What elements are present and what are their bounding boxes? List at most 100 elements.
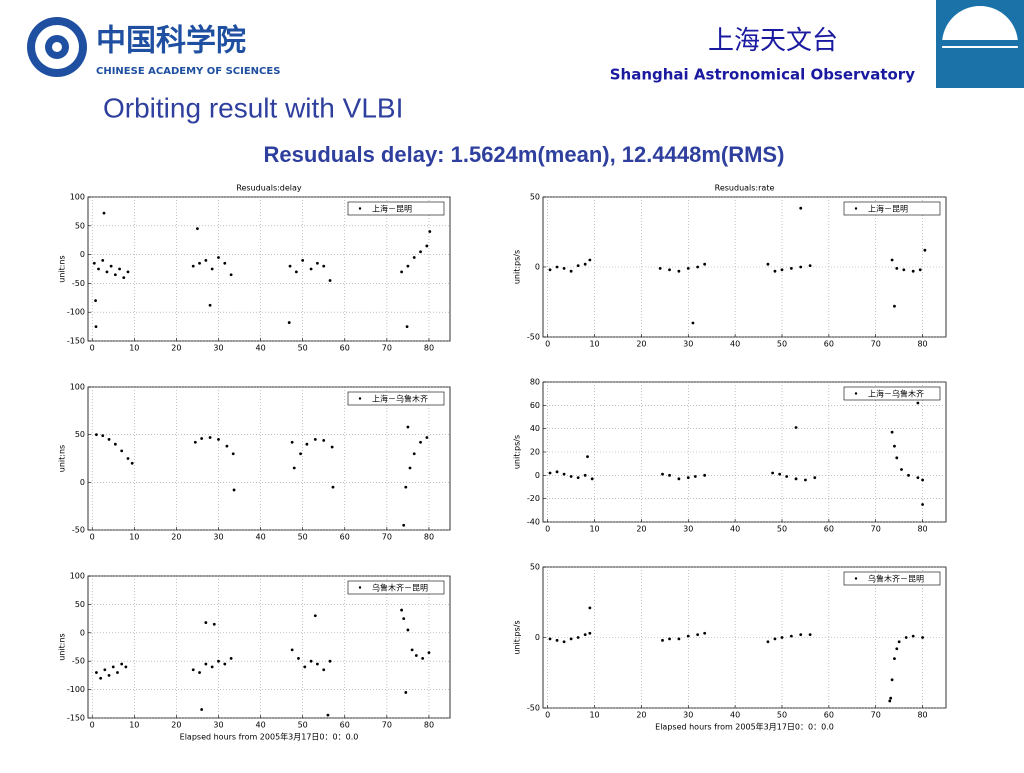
data-point [313, 614, 317, 618]
data-point [696, 265, 700, 269]
x-tick-label: 80 [917, 711, 927, 720]
data-point [890, 678, 894, 682]
y-tick-label: 50 [530, 563, 540, 572]
x-tick-label: 60 [824, 340, 834, 349]
y-axis-label: unit:ns [58, 633, 67, 660]
x-tick-label: 30 [683, 525, 693, 534]
data-point [794, 477, 798, 481]
y-tick-label: 0 [535, 263, 540, 272]
data-point [326, 713, 330, 717]
x-tick-label: 30 [213, 344, 223, 353]
data-point [102, 211, 106, 215]
x-tick-label: 50 [298, 721, 308, 730]
data-point [661, 472, 664, 476]
data-point [548, 268, 552, 272]
x-tick-label: 0 [545, 340, 550, 349]
y-tick-label: 0 [535, 633, 540, 642]
data-point [120, 662, 124, 666]
data-point [217, 256, 220, 259]
y-tick-label: -20 [527, 494, 540, 503]
data-point [703, 262, 707, 266]
data-point [778, 472, 782, 476]
scatter-chart: 0 10 20 30 40 50 60 70 80 -50 0 50 100 unit:ns 上海－乌鲁木齐 [58, 383, 451, 542]
data-point [893, 657, 896, 661]
legend-marker [854, 577, 858, 580]
x-tick-label: 60 [824, 711, 834, 720]
data-point [804, 478, 807, 482]
data-point [124, 665, 128, 669]
y-tick-label: -150 [67, 714, 85, 723]
data-point [287, 321, 291, 324]
data-point [94, 325, 98, 328]
data-point [231, 452, 235, 456]
sho-name-en: Shanghai Astronomical Observatory [610, 66, 915, 84]
data-point [658, 267, 662, 270]
data-point [198, 261, 201, 265]
plot-area [87, 196, 451, 342]
data-point [691, 321, 695, 325]
x-tick-label: 50 [777, 711, 787, 720]
data-point [406, 425, 410, 429]
x-tick-label: 10 [589, 711, 599, 720]
data-point [677, 477, 681, 481]
data-point [290, 440, 294, 444]
legend-box [347, 391, 445, 406]
data-point [583, 262, 587, 266]
data-point [126, 270, 130, 274]
data-point [196, 227, 199, 231]
data-point [425, 244, 429, 248]
scatter-chart: 0 10 20 30 40 50 60 70 80 -150 -100 -50 0 50 100 Resudu… [58, 184, 451, 353]
data-point [414, 654, 418, 657]
data-point [116, 671, 119, 674]
data-point [428, 230, 432, 233]
y-axis-label: unit:ps/s [513, 435, 522, 469]
data-point [888, 699, 892, 703]
data-point [780, 268, 784, 272]
sho-name-cn: 上海天文台 [708, 26, 838, 56]
x-tick-label: 0 [545, 711, 550, 720]
data-point [421, 656, 425, 660]
data-point [309, 267, 313, 271]
y-tick-label: -50 [527, 333, 540, 342]
data-point [322, 438, 326, 442]
y-tick-label: -50 [72, 657, 85, 666]
x-tick-label: 10 [129, 533, 139, 542]
x-tick-label: 80 [917, 525, 927, 534]
y-tick-label: 100 [70, 572, 85, 581]
x-tick-label: 60 [340, 533, 350, 542]
sho-logo [936, 0, 1024, 88]
data-point [661, 638, 664, 642]
data-point [889, 696, 893, 700]
data-point [328, 279, 332, 282]
data-point [677, 269, 681, 273]
data-point [799, 206, 803, 210]
data-point [404, 485, 408, 489]
legend-box [347, 580, 445, 595]
y-tick-label: 0 [80, 250, 85, 259]
data-point [204, 662, 208, 666]
legend-box [843, 386, 941, 401]
data-point [210, 665, 214, 669]
x-tick-label: 60 [824, 525, 834, 534]
data-point [406, 628, 410, 632]
x-axis-label: Elapsed hours from 2005年3月17日0：0：0.0 [180, 732, 359, 742]
x-tick-label: 30 [213, 721, 223, 730]
data-point [107, 674, 111, 677]
y-tick-label: 100 [70, 383, 85, 392]
x-tick-label: 30 [213, 533, 223, 542]
cas-name-cn: 中国科学院 [96, 24, 246, 59]
data-point [212, 622, 216, 626]
x-tick-label: 70 [382, 721, 392, 730]
data-point [198, 671, 201, 674]
data-point [895, 456, 899, 460]
data-point [703, 473, 707, 477]
y-axis-label: unit:ps/s [513, 250, 522, 284]
x-tick-label: 60 [340, 344, 350, 353]
data-point [120, 449, 124, 453]
x-tick-label: 20 [171, 533, 181, 542]
y-tick-label: -40 [527, 518, 540, 527]
data-point [588, 258, 592, 262]
legend-marker [358, 397, 362, 400]
data-point [897, 640, 901, 644]
